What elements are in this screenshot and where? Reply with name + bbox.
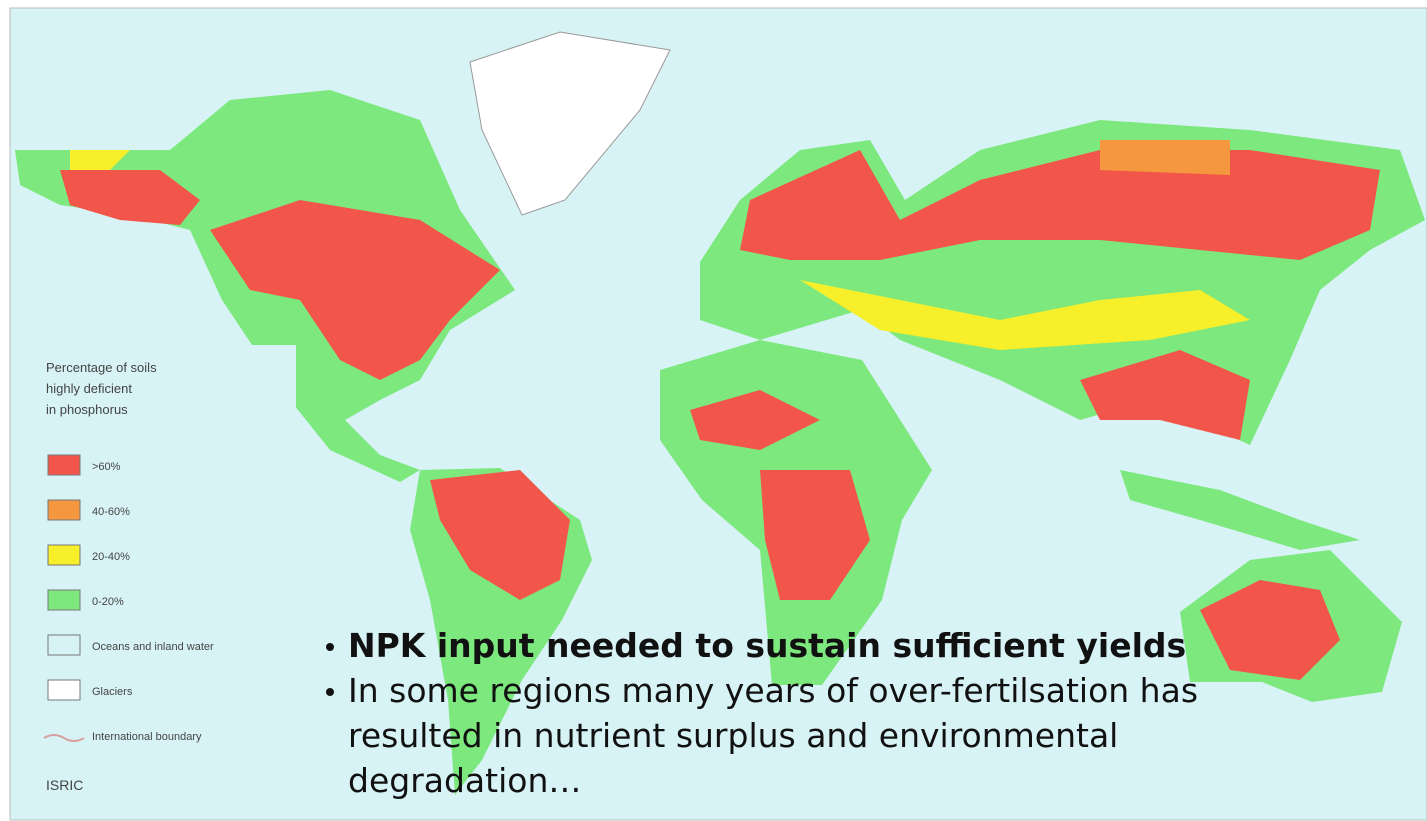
- bullet-text: degradation…: [348, 761, 581, 800]
- bullet-text: In some regions many years of over-ferti…: [348, 671, 1198, 710]
- legend-swatch: [47, 499, 81, 521]
- legend-swatch: [47, 679, 81, 701]
- legend-swatch: [47, 454, 81, 476]
- legend-label: >60%: [92, 461, 121, 473]
- legend-swatch: [47, 544, 81, 566]
- legend-panel: [34, 345, 296, 810]
- bullet-text: NPK input needed to sustain sufficient y…: [348, 626, 1186, 665]
- land: [15, 31, 1425, 795]
- legend-symbol: [43, 734, 85, 742]
- legend-label: 20-40%: [92, 551, 130, 563]
- legend-title: Percentage of soils: [46, 360, 157, 375]
- bullet-text: resulted in nutrient surplus and environ…: [348, 716, 1118, 755]
- bullet-dot: [326, 688, 334, 696]
- legend-title: highly deficient: [46, 381, 132, 396]
- legend-label: Glaciers: [92, 686, 133, 698]
- source: ISRIC: [46, 777, 83, 793]
- legend-label: International boundary: [92, 731, 202, 743]
- legend-swatch: [47, 589, 81, 611]
- bullet-dot: [326, 643, 334, 651]
- legend: Percentage of soils highly deficient in ph…: [34, 345, 296, 810]
- legend-swatch: [47, 634, 81, 656]
- legend-label: 0-20%: [92, 596, 124, 608]
- legend-title: in phosphorus: [46, 402, 128, 417]
- bullet-list: NPK input needed to sustain sufficient y…: [326, 626, 1198, 800]
- legend-label: 40-60%: [92, 506, 130, 518]
- legend-label: Oceans and inland water: [92, 641, 214, 653]
